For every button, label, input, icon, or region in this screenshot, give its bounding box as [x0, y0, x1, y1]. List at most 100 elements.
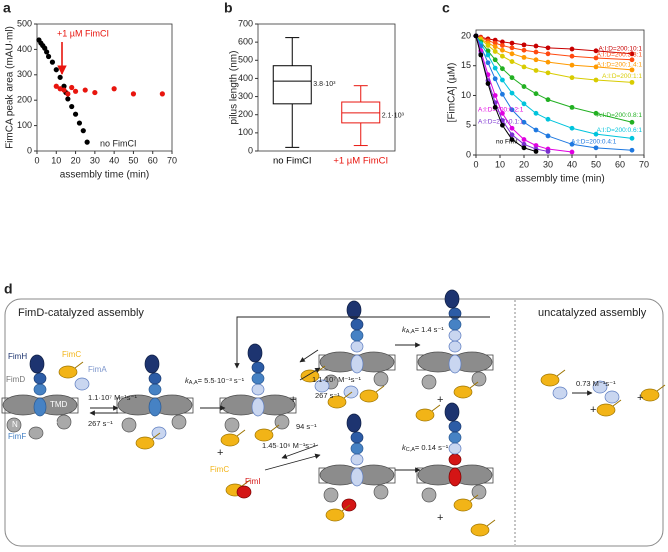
protein — [148, 383, 162, 396]
diagram-label: N — [12, 420, 18, 429]
diagram-label: + — [590, 404, 596, 416]
data-point — [521, 101, 527, 107]
data-point — [593, 110, 599, 116]
data-point — [533, 43, 539, 49]
series-label: A:I:D=200:0.4:1 — [571, 139, 617, 146]
protein — [470, 523, 490, 537]
n-label: 2.1·10³ — [382, 113, 405, 120]
protein — [540, 373, 560, 387]
series-label: no FimI — [496, 139, 518, 146]
protein — [325, 508, 345, 522]
fimc-tail — [151, 432, 161, 440]
diagram-label: 1.1·10⁷ M⁻¹s⁻¹ — [88, 393, 137, 402]
diagram-label: FimH — [8, 352, 27, 361]
data-point — [521, 119, 527, 125]
diagram-label: 267 s⁻¹ — [315, 391, 340, 400]
protein — [552, 386, 568, 400]
data-point — [84, 139, 90, 145]
protein — [74, 377, 90, 391]
data-point — [569, 46, 575, 52]
protein — [421, 374, 437, 390]
series-label: A:I:D=200:10:1 — [598, 46, 642, 53]
protein — [33, 397, 47, 417]
data-point — [629, 67, 635, 73]
data-point — [533, 110, 539, 116]
data-point — [545, 45, 551, 51]
data-point — [521, 145, 527, 151]
y-tick-label: 500 — [238, 55, 253, 65]
protein — [448, 431, 462, 444]
data-point — [569, 62, 575, 68]
y-tick-label: 100 — [238, 127, 253, 137]
data-point — [485, 81, 491, 86]
data-point — [533, 127, 539, 133]
protein — [448, 329, 462, 342]
protein — [444, 402, 460, 422]
panel-d-box — [4, 298, 664, 547]
x-tick-label: 30 — [543, 159, 553, 169]
data-point — [80, 128, 86, 134]
data-point — [492, 44, 498, 50]
data-point — [485, 48, 491, 54]
rate-constant: kA,A= 5.5·10⁻³ s⁻¹ — [185, 376, 245, 386]
data-point — [521, 137, 527, 142]
k-value: = 5.5·10⁻³ s⁻¹ — [198, 376, 245, 385]
plot-frame — [257, 23, 396, 152]
protein — [28, 426, 44, 440]
protein — [453, 385, 473, 399]
data-point — [545, 59, 551, 65]
data-point — [533, 68, 539, 73]
fimc-tail — [375, 385, 385, 393]
protein — [148, 372, 162, 385]
protein — [350, 453, 364, 466]
panel-letter: c — [442, 0, 450, 16]
data-point — [545, 97, 551, 103]
protein — [121, 417, 137, 433]
y-tick-label: 20 — [461, 30, 471, 40]
data-point — [485, 60, 491, 66]
data-point — [545, 149, 551, 154]
fimc-tail — [236, 429, 246, 437]
diagram-label: FimI — [245, 477, 261, 486]
data-point — [569, 149, 575, 155]
k-symbol: k — [402, 325, 407, 334]
protein — [251, 397, 265, 417]
data-point — [509, 40, 515, 46]
protein — [373, 371, 389, 387]
data-point — [509, 75, 515, 81]
data-point — [521, 84, 527, 89]
diagram-label: 1.45·10⁶ M⁻¹s⁻¹ — [262, 441, 316, 450]
protein — [58, 365, 78, 379]
data-point — [629, 79, 635, 85]
data-point — [473, 33, 479, 39]
y-tick-label: 400 — [17, 44, 32, 54]
data-point — [509, 59, 515, 64]
fimc-tail — [469, 381, 479, 389]
data-point — [500, 110, 505, 116]
fit-line — [475, 35, 537, 152]
data-point — [485, 43, 491, 48]
data-point — [69, 103, 75, 110]
data-point — [500, 77, 505, 83]
data-point — [629, 135, 635, 141]
protein — [236, 485, 252, 499]
data-point — [65, 96, 71, 102]
fimc-tail — [241, 479, 251, 487]
arrow — [264, 453, 321, 471]
arrow — [299, 349, 319, 363]
protein — [453, 498, 473, 512]
plot-frame — [475, 29, 645, 156]
data-point — [521, 42, 527, 48]
protein — [346, 300, 362, 320]
data-point — [593, 145, 599, 151]
y-tick-label: 700 — [238, 18, 253, 28]
diagram-label: + — [437, 512, 443, 524]
y-tick-label: 500 — [17, 18, 32, 28]
data-point — [53, 67, 59, 73]
protein — [448, 442, 462, 455]
protein — [415, 408, 435, 422]
diagram-label: FimD — [6, 375, 25, 384]
box — [272, 65, 312, 105]
data-point — [53, 83, 59, 89]
data-point — [569, 53, 575, 59]
